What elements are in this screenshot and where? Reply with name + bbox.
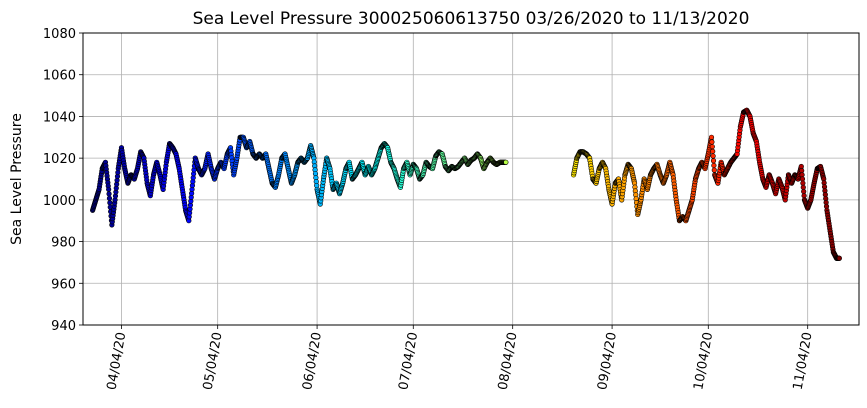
data-point (503, 159, 509, 165)
x-tick-label: 05/04/20 (201, 331, 226, 391)
data-point (710, 148, 716, 154)
y-tick-label: 940 (51, 319, 76, 334)
data-points (90, 107, 842, 261)
y-axis: 940 960 980 1000 1020 1040 1060 1080 (43, 27, 83, 334)
y-tick-label: 1060 (43, 69, 76, 84)
data-point (710, 158, 717, 164)
x-tick-label: 09/04/20 (595, 331, 620, 391)
y-tick-label: 1000 (43, 194, 76, 209)
data-point (106, 186, 112, 193)
data-point (711, 167, 717, 173)
data-point (708, 134, 715, 140)
x-tick-label: 08/04/20 (496, 331, 521, 391)
plot-frame (82, 32, 860, 326)
x-tick-label: 06/04/20 (300, 331, 325, 391)
chart-title: Sea Level Pressure 300025060613750 03/26… (193, 9, 750, 29)
data-point (709, 139, 715, 145)
y-tick-label: 1080 (43, 27, 76, 42)
data-point (106, 191, 112, 197)
y-tick-label: 980 (51, 236, 76, 251)
x-tick-label: 10/04/20 (691, 331, 716, 391)
data-point (801, 188, 807, 195)
data-point (710, 153, 716, 159)
x-tick-label: 04/04/20 (105, 331, 130, 391)
grid-lines (83, 32, 859, 326)
data-point (836, 255, 842, 261)
x-axis: 04/04/20 05/04/20 06/04/20 07/04/20 08/04/20… (105, 325, 816, 391)
data-point (107, 200, 113, 206)
data-point (106, 195, 113, 201)
y-tick-label: 1040 (43, 110, 76, 125)
y-tick-label: 960 (51, 277, 76, 292)
x-tick-label: 07/04/20 (396, 331, 421, 391)
data-point (711, 162, 717, 169)
y-axis-label: Sea Level Pressure (9, 113, 25, 245)
x-tick-label: 11/04/20 (791, 331, 816, 391)
y-tick-label: 1020 (43, 152, 76, 167)
data-point (709, 144, 715, 150)
